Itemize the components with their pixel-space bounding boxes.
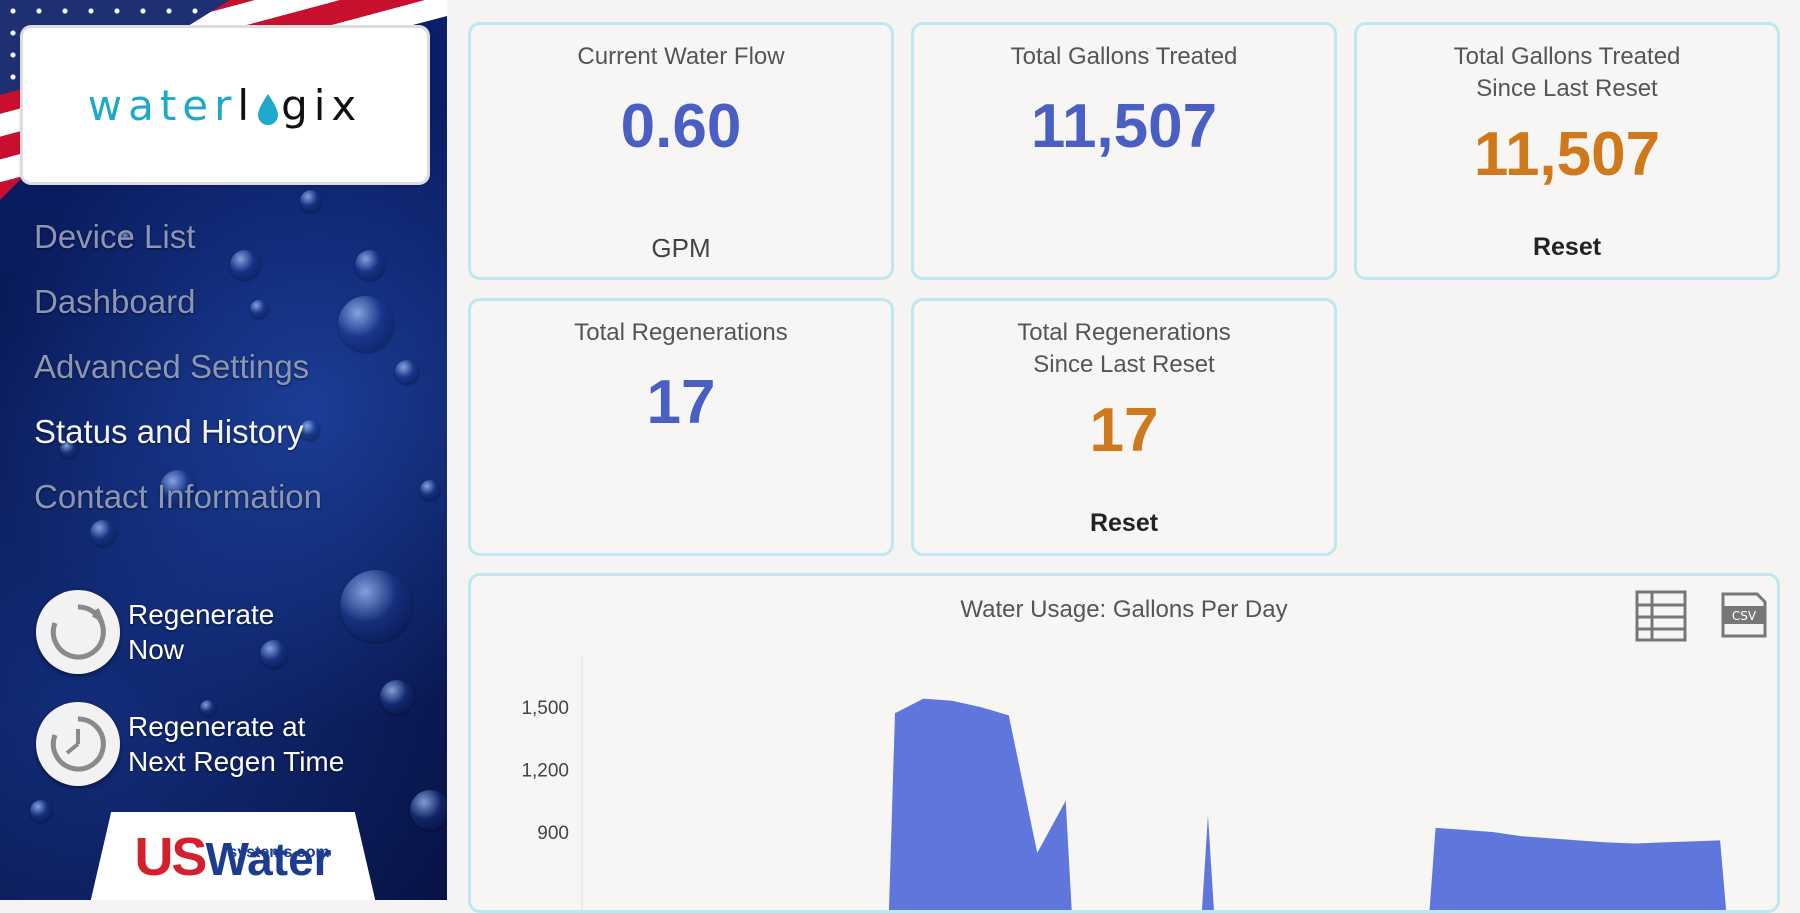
logo-drop-icon xyxy=(255,87,281,125)
sidebar-nav: Device List Dashboard Advanced Settings … xyxy=(34,210,322,535)
flow-unit: GPM xyxy=(651,233,711,263)
card-regenerations-since-reset: Total Regenerations Since Last Reset 17 … xyxy=(911,298,1337,556)
flow-value: 0.60 xyxy=(620,92,742,161)
uswater-us: US xyxy=(134,827,207,887)
sidebar-item-dashboard[interactable]: Dashboard xyxy=(34,283,196,320)
card-title: Total Regenerations xyxy=(574,319,788,346)
usage-area-series xyxy=(888,698,1727,910)
chart-title: Water Usage: Gallons Per Day xyxy=(960,596,1288,623)
card-title-line2: Since Last Reset xyxy=(1476,75,1658,102)
logo-text-l: l xyxy=(237,80,256,130)
svg-text:CSV: CSV xyxy=(1732,609,1757,623)
csv-icon[interactable]: CSV xyxy=(1719,590,1769,647)
card-gallons-since-reset: Total Gallons Treated Since Last Reset 1… xyxy=(1354,22,1780,280)
regens-value: 17 xyxy=(646,368,716,437)
sidebar-item-device-list[interactable]: Device List xyxy=(34,218,196,255)
refresh-icon xyxy=(36,590,120,674)
gallons-value: 11,507 xyxy=(1030,92,1218,161)
card-title: Current Water Flow xyxy=(577,43,785,70)
sidebar-item-contact-information[interactable]: Contact Information xyxy=(34,478,322,515)
water-drops-background xyxy=(0,0,447,900)
clock-icon xyxy=(36,702,120,786)
card-title-line1: Total Regenerations xyxy=(1017,319,1231,346)
card-title-line1: Total Gallons Treated xyxy=(1453,43,1681,70)
regenerate-now-line1: Regenerate xyxy=(128,599,275,630)
usage-area-plot: 1,500 1,200 900 xyxy=(521,656,1727,910)
uswater-water: Water xyxy=(205,833,332,885)
regenerate-now-button[interactable]: Regenerate Now xyxy=(36,590,274,674)
reset-regenerations-button[interactable]: Reset xyxy=(1089,509,1159,537)
sidebar-item-status-history[interactable]: Status and History xyxy=(34,413,304,450)
y-tick-label: 1,200 xyxy=(521,761,569,782)
table-icon[interactable] xyxy=(1635,590,1687,647)
y-tick-label: 1,500 xyxy=(521,698,569,719)
logo-text-gix: gix xyxy=(281,80,363,130)
card-title: Total Gallons Treated xyxy=(1010,43,1238,70)
card-current-water-flow: Current Water Flow 0.60 GPM xyxy=(468,22,894,280)
reset-gallons-button[interactable]: Reset xyxy=(1532,233,1602,261)
waterlogix-logo: waterl gix xyxy=(23,28,427,182)
sidebar-item-advanced-settings[interactable]: Advanced Settings xyxy=(34,348,310,385)
sidebar: waterl gix Device List Dashboard Advanced… xyxy=(0,0,447,900)
card-total-gallons: Total Gallons Treated 11,507 xyxy=(911,22,1337,280)
card-title-line2: Since Last Reset xyxy=(1033,351,1215,378)
regenerate-next-line1: Regenerate at xyxy=(128,711,306,742)
y-tick-label: 900 xyxy=(537,823,569,844)
card-total-regenerations: Total Regenerations 17 xyxy=(468,298,894,556)
uswater-logo: US Water systems.com xyxy=(88,812,378,900)
logo-text-water: water xyxy=(87,80,238,130)
uswater-sub: systems.com xyxy=(228,844,330,861)
regenerate-next-line2: Next Regen Time xyxy=(128,746,345,777)
regenerate-now-line2: Now xyxy=(128,634,185,665)
gallons-reset-value: 11,507 xyxy=(1473,120,1661,189)
water-usage-chart-card: Water Usage: Gallons Per Day CSV 1,500 1,… xyxy=(468,573,1780,913)
regens-reset-value: 17 xyxy=(1089,396,1159,465)
regenerate-next-time-button[interactable]: Regenerate at Next Regen Time xyxy=(36,702,344,786)
